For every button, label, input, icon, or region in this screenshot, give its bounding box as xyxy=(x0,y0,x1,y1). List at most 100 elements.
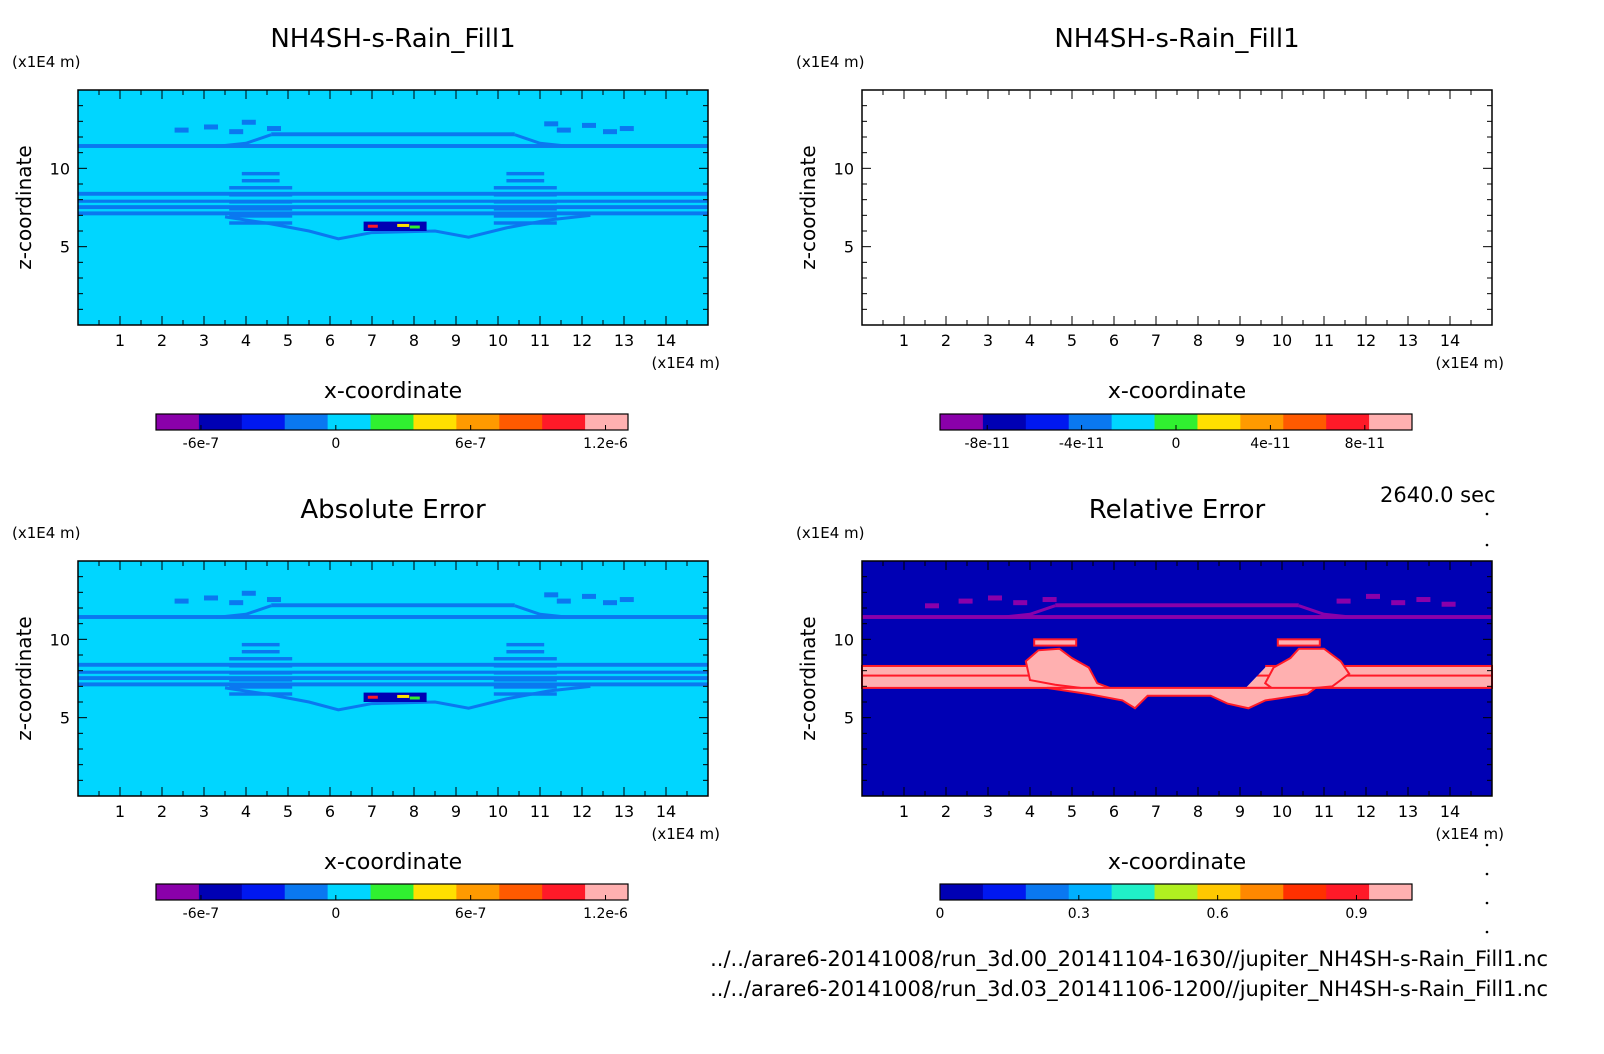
x-axis-label: x-coordinate xyxy=(324,850,462,875)
x-unit-label: (x1E4 m) xyxy=(1435,825,1504,843)
y-unit-label: (x1E4 m) xyxy=(12,524,81,542)
colorbar-swatch xyxy=(1326,884,1370,900)
colorbar: -6e-7 0 6e-7 1.2e-6 xyxy=(155,883,629,922)
colorbar-swatch xyxy=(370,884,414,900)
colorbar-swatch xyxy=(370,414,414,430)
x-tick-label: 8 xyxy=(409,802,419,821)
x-tick-label: 8 xyxy=(1193,331,1203,350)
file-path-2: ../../arare6-20141008/run_3d.03_20141106… xyxy=(710,977,1548,1001)
colorbar-label: -6e-7 xyxy=(183,906,220,922)
heatmap-field xyxy=(78,590,708,712)
x-tick-label: 12 xyxy=(1356,802,1376,821)
x-tick-label: 1 xyxy=(899,331,909,350)
x-tick-label: 3 xyxy=(983,331,993,350)
x-tick-label: 11 xyxy=(1314,802,1334,821)
x-unit-label: (x1E4 m) xyxy=(1435,354,1504,372)
x-tick-label: 7 xyxy=(367,802,377,821)
chart-title: NH4SH-s-Rain_Fill1 xyxy=(270,24,515,54)
x-tick-label: 1 xyxy=(115,331,125,350)
colorbar-swatch xyxy=(585,884,629,900)
margin-dot xyxy=(1485,872,1489,876)
y-tick-label: 10 xyxy=(50,159,70,178)
chart-title: Absolute Error xyxy=(300,495,486,525)
colorbar-swatch xyxy=(241,414,286,430)
colorbar-swatch xyxy=(1283,414,1327,430)
colorbar-label: 1.2e-6 xyxy=(583,436,628,452)
colorbar-swatch xyxy=(413,414,457,430)
x-tick-label: 10 xyxy=(488,331,508,350)
colorbar-swatch xyxy=(1369,884,1413,900)
colorbar-swatch xyxy=(982,884,1027,900)
x-tick-label: 2 xyxy=(941,331,951,350)
y-tick-label: 5 xyxy=(844,709,854,728)
x-tick-label: 4 xyxy=(1025,802,1035,821)
file-path-1: ../../arare6-20141008/run_3d.00_20141104… xyxy=(710,947,1548,971)
x-tick-label: 5 xyxy=(1067,331,1077,350)
colorbar-swatch xyxy=(156,414,200,430)
colorbar-label: 0 xyxy=(331,906,340,922)
colorbar-swatch xyxy=(1025,884,1070,900)
x-tick-label: 3 xyxy=(199,802,209,821)
y-tick-label: 5 xyxy=(60,709,70,728)
x-tick-label: 9 xyxy=(451,802,461,821)
colorbar-swatch xyxy=(1068,884,1113,900)
colorbar-swatch xyxy=(198,884,243,900)
x-tick-label: 6 xyxy=(1109,331,1119,350)
x-tick-label: 2 xyxy=(157,331,167,350)
y-tick-label: 10 xyxy=(834,159,854,178)
colorbar-swatch xyxy=(156,884,200,900)
colorbar-label: 6e-7 xyxy=(455,906,486,922)
x-tick-label: 10 xyxy=(1272,802,1292,821)
x-tick-label: 13 xyxy=(1398,802,1418,821)
x-tick-label: 1 xyxy=(115,802,125,821)
y-axis-label: z-coordinate xyxy=(796,145,820,269)
colorbar-label: 0 xyxy=(331,436,340,452)
x-tick-label: 4 xyxy=(241,802,251,821)
x-tick-label: 11 xyxy=(530,802,550,821)
x-tick-label: 13 xyxy=(614,802,634,821)
colorbar: -8e-11 -4e-11 0 4e-11 8e-11 xyxy=(939,413,1413,452)
colorbar-label: 1.2e-6 xyxy=(583,906,628,922)
x-tick-label: 7 xyxy=(367,331,377,350)
colorbar-swatch xyxy=(542,884,586,900)
colorbar-swatch xyxy=(585,414,629,430)
x-tick-label: 8 xyxy=(409,331,419,350)
x-tick-label: 6 xyxy=(1109,802,1119,821)
x-tick-label: 1 xyxy=(899,802,909,821)
chart-panel-4: Relative Error(x1E4 m)1 2 3 4 5 6 7 8 9 10 11 12 13 1… xyxy=(796,495,1504,922)
x-tick-label: 6 xyxy=(325,331,335,350)
x-tick-label: 7 xyxy=(1151,802,1161,821)
y-axis-label: z-coordinate xyxy=(796,616,820,740)
colorbar-swatch xyxy=(1025,414,1070,430)
x-unit-label: (x1E4 m) xyxy=(651,825,720,843)
x-tick-label: 9 xyxy=(1235,331,1245,350)
colorbar-label: 4e-11 xyxy=(1250,436,1290,452)
x-tick-label: 3 xyxy=(199,331,209,350)
x-tick-label: 5 xyxy=(283,802,293,821)
colorbar-swatch xyxy=(499,884,543,900)
y-unit-label: (x1E4 m) xyxy=(796,53,865,71)
colorbar-label: -8e-11 xyxy=(964,436,1009,452)
x-unit-label: (x1E4 m) xyxy=(651,354,720,372)
x-tick-label: 14 xyxy=(1440,331,1460,350)
colorbar-swatch xyxy=(284,414,329,430)
colorbar-swatch xyxy=(456,414,500,430)
x-axis-label: x-coordinate xyxy=(1108,850,1246,875)
colorbar-label: 0.3 xyxy=(1068,906,1090,922)
chart-title: NH4SH-s-Rain_Fill1 xyxy=(1054,24,1299,54)
colorbar-label: -6e-7 xyxy=(183,436,220,452)
colorbar-swatch xyxy=(456,884,500,900)
colorbar-swatch xyxy=(499,414,543,430)
colorbar-swatch xyxy=(1326,414,1370,430)
chart-title: Relative Error xyxy=(1089,495,1266,525)
x-tick-label: 12 xyxy=(572,802,592,821)
x-tick-label: 14 xyxy=(1440,802,1460,821)
colorbar-swatch xyxy=(982,414,1027,430)
colorbar-swatch xyxy=(1283,884,1327,900)
colorbar-swatch xyxy=(1111,884,1156,900)
y-unit-label: (x1E4 m) xyxy=(796,524,865,542)
colorbar-label: 0.9 xyxy=(1345,906,1367,922)
y-tick-label: 5 xyxy=(844,238,854,257)
x-tick-label: 7 xyxy=(1151,331,1161,350)
